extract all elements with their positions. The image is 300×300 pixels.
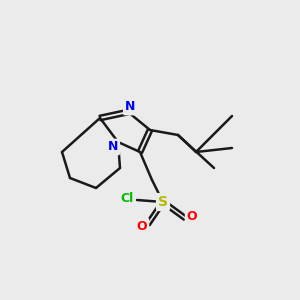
Text: O: O: [137, 220, 147, 232]
Text: N: N: [125, 100, 135, 113]
Text: N: N: [108, 140, 118, 154]
Text: Cl: Cl: [120, 191, 134, 205]
Text: S: S: [158, 195, 168, 209]
Text: O: O: [187, 211, 197, 224]
